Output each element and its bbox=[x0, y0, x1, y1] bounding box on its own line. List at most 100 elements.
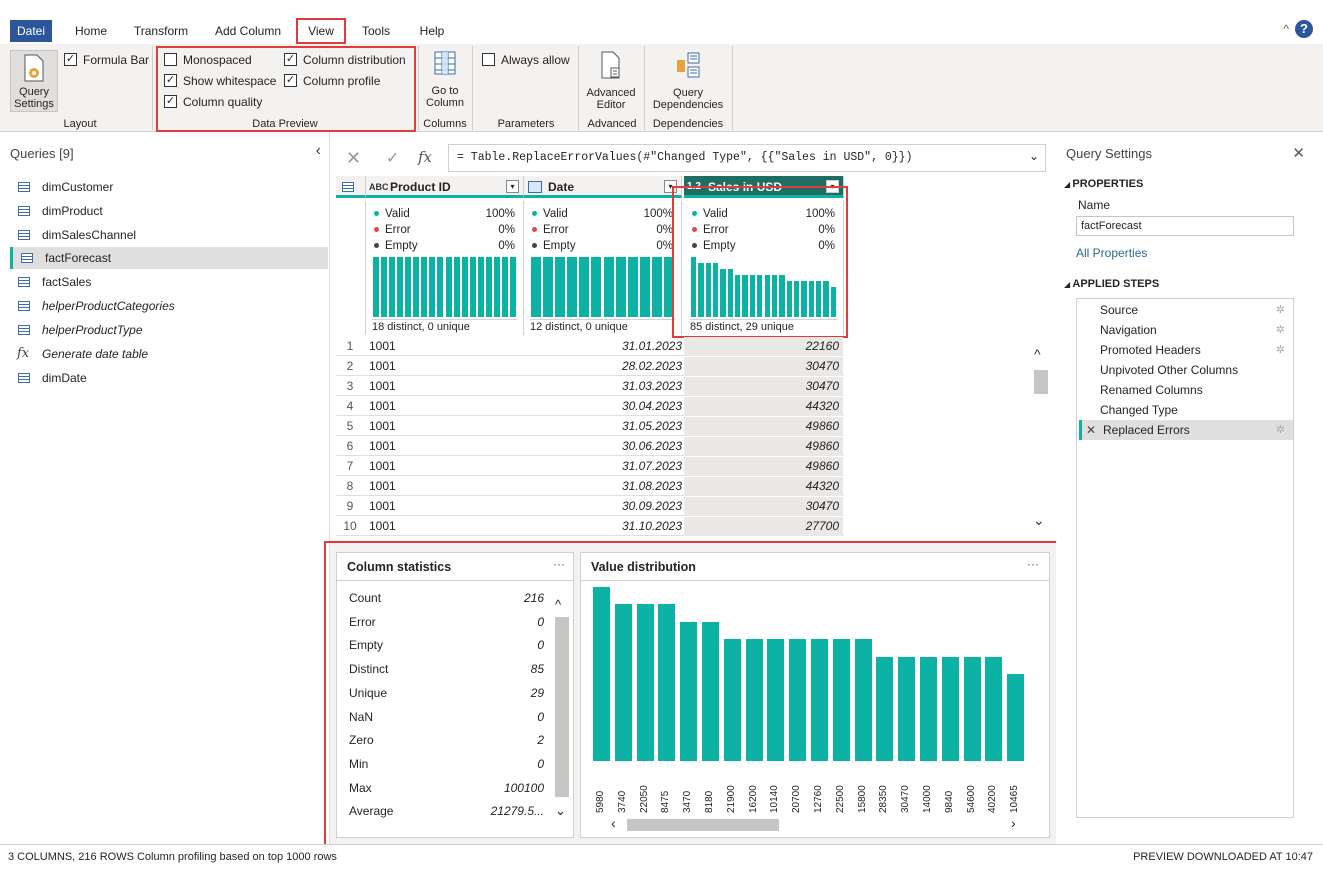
sales-cell[interactable]: 30470 bbox=[684, 497, 843, 516]
go-to-column-button[interactable]: Go to Column bbox=[422, 50, 468, 109]
value-bar[interactable] bbox=[745, 639, 763, 761]
gear-icon[interactable]: ✲ bbox=[1275, 304, 1285, 316]
table-row[interactable]: 2 1001 28.02.2023 30470 bbox=[336, 357, 844, 376]
scroll-down-icon[interactable]: ⌄ bbox=[555, 803, 566, 818]
applied-step[interactable]: Source ✲ bbox=[1079, 300, 1293, 320]
date-cell[interactable]: 31.01.2023 bbox=[621, 339, 682, 353]
product-id-cell[interactable]: 1001 bbox=[369, 419, 396, 433]
date-cell[interactable]: 28.02.2023 bbox=[621, 359, 682, 373]
query-item[interactable]: dimDate bbox=[10, 367, 328, 389]
sales-cell[interactable]: 49860 bbox=[684, 457, 843, 476]
value-bar[interactable] bbox=[963, 656, 981, 761]
value-bar[interactable] bbox=[767, 639, 785, 761]
fx-icon[interactable]: fx bbox=[418, 148, 433, 166]
expand-formula-icon[interactable]: ⌄ bbox=[1028, 149, 1039, 163]
date-cell[interactable]: 30.09.2023 bbox=[621, 499, 682, 513]
date-cell[interactable]: 31.03.2023 bbox=[621, 379, 682, 393]
scroll-up-icon[interactable]: ^ bbox=[1034, 346, 1041, 362]
product-id-cell[interactable]: 1001 bbox=[369, 479, 396, 493]
cancel-icon[interactable]: ✕ bbox=[346, 148, 362, 168]
stats-scrollbar-thumb[interactable] bbox=[555, 617, 569, 797]
tab-view[interactable]: View bbox=[308, 24, 334, 38]
gear-icon[interactable]: ✲ bbox=[1275, 424, 1285, 436]
sales-cell[interactable]: 49860 bbox=[684, 437, 843, 456]
date-cell[interactable]: 30.06.2023 bbox=[621, 439, 682, 453]
table-row[interactable]: 10 1001 31.10.2023 27700 bbox=[336, 517, 844, 536]
table-row[interactable]: 1 1001 31.01.2023 22160 bbox=[336, 337, 844, 356]
product-id-cell[interactable]: 1001 bbox=[369, 499, 396, 513]
date-cell[interactable]: 31.10.2023 bbox=[621, 519, 682, 533]
tab-transform[interactable]: Transform bbox=[133, 24, 189, 38]
value-bar[interactable] bbox=[811, 639, 828, 761]
table-row[interactable]: 7 1001 31.07.2023 49860 bbox=[336, 457, 844, 476]
value-bar[interactable] bbox=[723, 639, 741, 761]
table-row[interactable]: 9 1001 30.09.2023 30470 bbox=[336, 497, 844, 516]
filter-dropdown-icon[interactable]: ▾ bbox=[826, 180, 839, 193]
filter-dropdown-icon[interactable]: ▾ bbox=[506, 180, 519, 193]
value-bar[interactable] bbox=[876, 656, 894, 761]
value-bar[interactable] bbox=[941, 656, 959, 761]
query-item[interactable]: dimCustomer bbox=[10, 176, 328, 198]
product-id-cell[interactable]: 1001 bbox=[369, 399, 396, 413]
value-bar[interactable] bbox=[985, 656, 1003, 761]
formula-input[interactable]: = Table.ReplaceErrorValues(#"Changed Typ… bbox=[448, 144, 1046, 172]
table-row[interactable]: 6 1001 30.06.2023 49860 bbox=[336, 437, 844, 456]
query-item-selected[interactable]: factForecast bbox=[10, 247, 328, 269]
sales-cell[interactable]: 49860 bbox=[684, 417, 843, 436]
show-whitespace-checkbox[interactable]: ✓ Show whitespace bbox=[164, 74, 277, 88]
sales-cell[interactable]: 44320 bbox=[684, 477, 843, 496]
column-profile-checkbox[interactable]: ✓ Column profile bbox=[284, 74, 381, 88]
gear-icon[interactable]: ✲ bbox=[1275, 344, 1285, 356]
product-id-cell[interactable]: 1001 bbox=[369, 459, 396, 473]
value-bar[interactable] bbox=[1007, 674, 1025, 761]
more-options-icon[interactable]: ··· bbox=[553, 557, 565, 571]
tab-help[interactable]: Help bbox=[419, 24, 445, 38]
product-id-cell[interactable]: 1001 bbox=[369, 339, 396, 353]
scroll-up-icon[interactable]: ^ bbox=[555, 597, 562, 612]
sales-cell[interactable]: 44320 bbox=[684, 397, 843, 416]
table-row[interactable]: 4 1001 30.04.2023 44320 bbox=[336, 397, 844, 416]
value-bar[interactable] bbox=[898, 656, 916, 761]
tab-tools[interactable]: Tools bbox=[361, 24, 390, 38]
all-properties-link[interactable]: All Properties bbox=[1076, 246, 1148, 260]
applied-step[interactable]: Changed Type bbox=[1079, 400, 1293, 420]
value-bar[interactable] bbox=[789, 639, 807, 761]
value-bar[interactable] bbox=[832, 639, 850, 761]
query-item[interactable]: helperProductType bbox=[10, 319, 328, 341]
query-item[interactable]: factSales bbox=[10, 271, 328, 293]
product-id-cell[interactable]: 1001 bbox=[369, 439, 396, 453]
help-icon[interactable]: ? bbox=[1295, 20, 1313, 38]
table-menu-icon[interactable] bbox=[336, 176, 366, 198]
query-item[interactable]: dimSalesChannel bbox=[10, 224, 328, 246]
chart-scrollbar-thumb[interactable] bbox=[627, 819, 779, 831]
scroll-left-icon[interactable]: ‹ bbox=[611, 815, 616, 831]
value-bar[interactable] bbox=[920, 656, 937, 761]
value-bar[interactable] bbox=[614, 604, 632, 761]
query-item[interactable]: helperProductCategories bbox=[10, 295, 328, 317]
always-allow-checkbox[interactable]: Always allow bbox=[482, 52, 570, 68]
value-bar[interactable] bbox=[658, 604, 676, 761]
tab-home[interactable]: Home bbox=[74, 24, 107, 38]
advanced-editor-button[interactable]: Advanced Editor bbox=[582, 50, 640, 111]
table-row[interactable]: 3 1001 31.03.2023 30470 bbox=[336, 377, 844, 396]
product-id-cell[interactable]: 1001 bbox=[369, 379, 396, 393]
product-id-cell[interactable]: 1001 bbox=[369, 359, 396, 373]
more-options-icon[interactable]: ··· bbox=[1027, 557, 1039, 571]
applied-step[interactable]: ✕ Replaced Errors ✲ bbox=[1079, 420, 1293, 440]
commit-icon[interactable]: ✓ bbox=[386, 150, 400, 167]
column-header-product-id[interactable]: ABC Product ID ▾ bbox=[366, 176, 524, 198]
value-bar[interactable] bbox=[680, 621, 698, 761]
delete-step-icon[interactable]: ✕ bbox=[1086, 423, 1097, 437]
sales-cell[interactable]: 30470 bbox=[684, 357, 843, 376]
applied-step[interactable]: Navigation ✲ bbox=[1079, 320, 1293, 340]
grid-scrollbar-thumb[interactable] bbox=[1034, 370, 1048, 394]
query-settings-button[interactable]: Query Settings bbox=[10, 50, 58, 112]
column-header-date[interactable]: Date ▾ bbox=[524, 176, 682, 198]
applied-step[interactable]: Unpivoted Other Columns bbox=[1079, 360, 1293, 380]
monospaced-checkbox[interactable]: Monospaced bbox=[164, 52, 252, 68]
table-row[interactable]: 5 1001 31.05.2023 49860 bbox=[336, 417, 844, 436]
collapse-queries-icon[interactable]: ‹ bbox=[315, 142, 321, 159]
value-bar[interactable] bbox=[593, 587, 610, 761]
query-dependencies-button[interactable]: Query Dependencies bbox=[648, 50, 728, 111]
formula-bar-checkbox[interactable]: ✓ Formula Bar bbox=[64, 53, 150, 67]
